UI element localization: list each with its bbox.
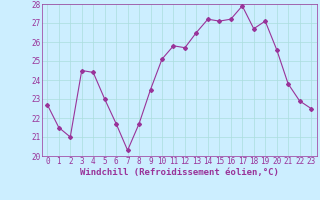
X-axis label: Windchill (Refroidissement éolien,°C): Windchill (Refroidissement éolien,°C)	[80, 168, 279, 177]
